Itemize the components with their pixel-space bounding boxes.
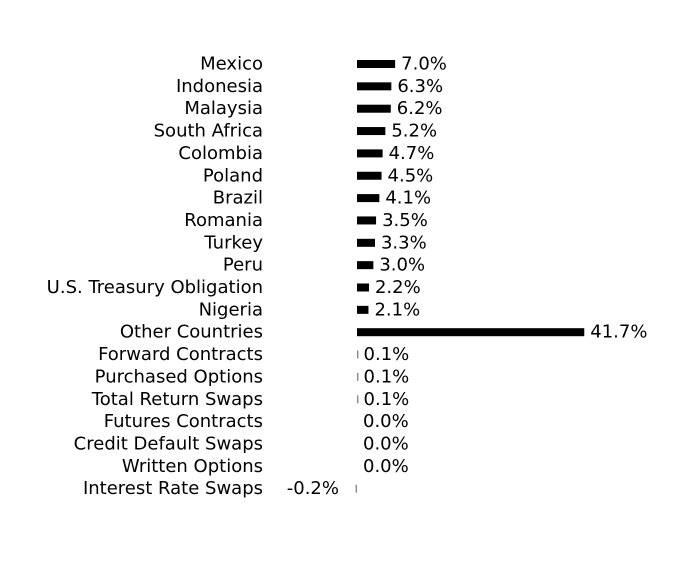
- bar-poland: [357, 171, 382, 180]
- category-label-nigeria: Nigeria: [199, 299, 263, 320]
- value-label-futures-contracts: 0.0%: [363, 411, 409, 432]
- value-label-other-countries: 41.7%: [590, 322, 647, 343]
- bar-credit-default-swaps: [357, 440, 358, 448]
- value-label-u-s-treasury-obligation: 2.2%: [375, 277, 421, 298]
- bar-romania: [357, 216, 377, 225]
- category-label-turkey: Turkey: [203, 232, 263, 253]
- bar-total-return-swaps: [357, 395, 359, 404]
- value-label-colombia: 4.7%: [389, 143, 435, 164]
- value-label-mexico: 7.0%: [401, 54, 447, 75]
- bar-futures-contracts: [357, 418, 358, 426]
- category-label-forward-contracts: Forward Contracts: [98, 344, 263, 365]
- category-label-brazil: Brazil: [213, 188, 263, 209]
- category-label-written-options: Written Options: [122, 456, 263, 477]
- category-label-u-s-treasury-obligation: U.S. Treasury Obligation: [47, 277, 263, 298]
- bar-u-s-treasury-obligation: [357, 283, 369, 292]
- category-label-south-africa: South Africa: [154, 121, 263, 142]
- value-label-credit-default-swaps: 0.0%: [363, 433, 409, 454]
- value-label-poland: 4.5%: [388, 165, 434, 186]
- bar-interest-rate-swaps: [355, 484, 357, 493]
- category-label-total-return-swaps: Total Return Swaps: [91, 389, 263, 410]
- bar-indonesia: [357, 82, 392, 91]
- bar-forward-contracts: [357, 350, 359, 359]
- value-label-written-options: 0.0%: [363, 456, 409, 477]
- bar-turkey: [357, 238, 375, 247]
- value-label-peru: 3.0%: [379, 255, 425, 276]
- value-label-brazil: 4.1%: [385, 188, 431, 209]
- category-label-malaysia: Malaysia: [184, 98, 263, 119]
- value-label-total-return-swaps: 0.1%: [364, 389, 410, 410]
- bar-nigeria: [357, 305, 369, 314]
- bar-written-options: [357, 462, 358, 470]
- bar-peru: [357, 261, 374, 270]
- value-label-indonesia: 6.3%: [397, 76, 443, 97]
- bar-colombia: [357, 149, 383, 158]
- category-label-romania: Romania: [184, 210, 263, 231]
- value-label-south-africa: 5.2%: [391, 121, 437, 142]
- value-label-turkey: 3.3%: [381, 232, 427, 253]
- category-label-credit-default-swaps: Credit Default Swaps: [74, 433, 263, 454]
- bar-south-africa: [357, 127, 386, 136]
- category-label-interest-rate-swaps: Interest Rate Swaps: [83, 478, 263, 499]
- bar-mexico: [357, 60, 396, 68]
- category-label-purchased-options: Purchased Options: [95, 366, 263, 387]
- value-label-interest-rate-swaps: -0.2%: [287, 478, 339, 499]
- value-label-nigeria: 2.1%: [374, 299, 420, 320]
- category-label-other-countries: Other Countries: [120, 322, 263, 343]
- category-label-colombia: Colombia: [178, 143, 263, 164]
- category-label-indonesia: Indonesia: [176, 76, 263, 97]
- value-label-malaysia: 6.2%: [397, 98, 443, 119]
- category-label-mexico: Mexico: [200, 54, 263, 75]
- category-label-futures-contracts: Futures Contracts: [104, 411, 263, 432]
- category-label-peru: Peru: [223, 255, 263, 276]
- bar-brazil: [357, 194, 380, 203]
- bar-malaysia: [357, 104, 391, 113]
- bar-purchased-options: [357, 372, 359, 381]
- value-label-romania: 3.5%: [382, 210, 428, 231]
- category-label-poland: Poland: [203, 165, 263, 186]
- bar-other-countries: [357, 328, 585, 337]
- value-label-forward-contracts: 0.1%: [364, 344, 410, 365]
- value-label-purchased-options: 0.1%: [364, 366, 410, 387]
